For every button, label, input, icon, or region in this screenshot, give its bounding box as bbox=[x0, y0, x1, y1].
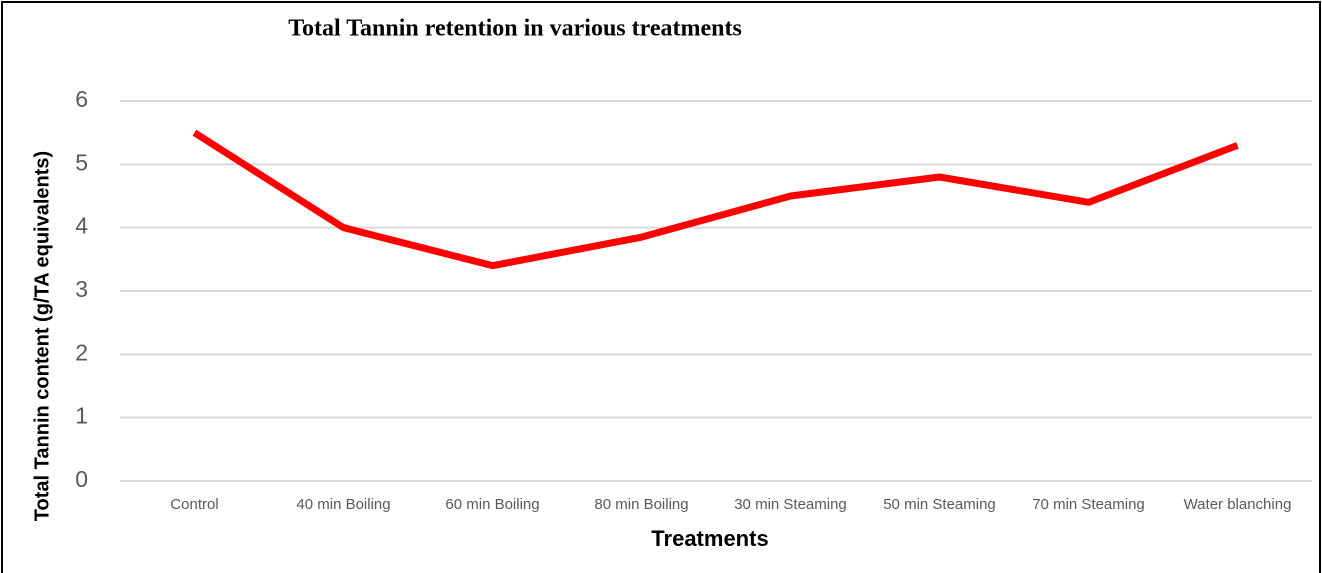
y-tick-label: 1 bbox=[75, 403, 88, 429]
x-tick-label: 50 min Steaming bbox=[883, 496, 996, 513]
x-tick-label: 80 min Boiling bbox=[594, 496, 688, 513]
chart-title: Total Tannin retention in various treatm… bbox=[288, 16, 742, 42]
x-tick-label: 70 min Steaming bbox=[1032, 496, 1145, 513]
y-tick-label: 5 bbox=[75, 149, 88, 175]
y-tick-label: 3 bbox=[75, 276, 88, 302]
y-tick-label: 6 bbox=[75, 86, 88, 112]
x-tick-label: Control bbox=[170, 496, 218, 513]
y-axis-label: Total Tannin content (g/TA equivalents) bbox=[31, 151, 53, 521]
x-tick-label: Water blanching bbox=[1184, 496, 1292, 513]
y-tick-label: 4 bbox=[75, 213, 88, 239]
x-axis-label: Treatments bbox=[651, 526, 768, 551]
y-tick-label: 2 bbox=[75, 339, 88, 365]
x-tick-label: 30 min Steaming bbox=[734, 496, 847, 513]
y-tick-label: 0 bbox=[75, 466, 88, 492]
x-tick-label: 60 min Boiling bbox=[445, 496, 539, 513]
data-line bbox=[192, 129, 1239, 270]
x-tick-label: 40 min Boiling bbox=[296, 496, 390, 513]
